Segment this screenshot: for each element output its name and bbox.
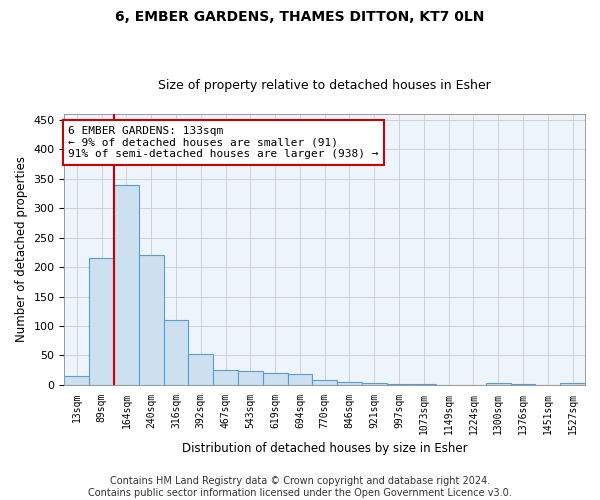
Title: Size of property relative to detached houses in Esher: Size of property relative to detached ho… bbox=[158, 79, 491, 92]
Bar bbox=[337, 382, 362, 385]
Bar bbox=[511, 384, 535, 385]
Bar bbox=[164, 320, 188, 385]
X-axis label: Distribution of detached houses by size in Esher: Distribution of detached houses by size … bbox=[182, 442, 467, 455]
Bar bbox=[238, 371, 263, 385]
Bar bbox=[313, 380, 337, 385]
Bar bbox=[362, 383, 386, 385]
Bar bbox=[412, 384, 436, 385]
Text: 6 EMBER GARDENS: 133sqm
← 9% of detached houses are smaller (91)
91% of semi-det: 6 EMBER GARDENS: 133sqm ← 9% of detached… bbox=[68, 126, 379, 159]
Y-axis label: Number of detached properties: Number of detached properties bbox=[15, 156, 28, 342]
Text: 6, EMBER GARDENS, THAMES DITTON, KT7 0LN: 6, EMBER GARDENS, THAMES DITTON, KT7 0LN bbox=[115, 10, 485, 24]
Bar bbox=[560, 383, 585, 385]
Bar bbox=[386, 384, 412, 385]
Bar bbox=[263, 373, 287, 385]
Bar bbox=[486, 383, 511, 385]
Bar bbox=[89, 258, 114, 385]
Bar bbox=[64, 376, 89, 385]
Bar bbox=[114, 184, 139, 385]
Bar bbox=[139, 256, 164, 385]
Text: Contains HM Land Registry data © Crown copyright and database right 2024.
Contai: Contains HM Land Registry data © Crown c… bbox=[88, 476, 512, 498]
Bar bbox=[188, 354, 213, 385]
Bar bbox=[213, 370, 238, 385]
Bar bbox=[287, 374, 313, 385]
